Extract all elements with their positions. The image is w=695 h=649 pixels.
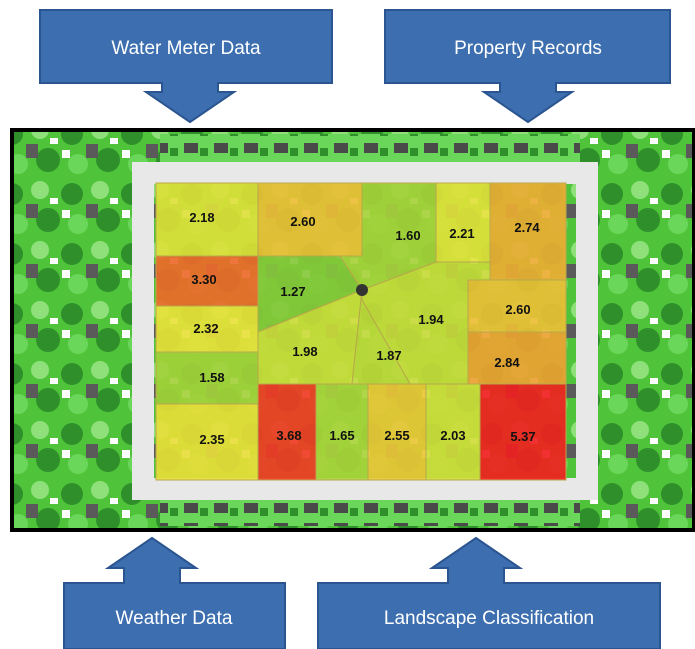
value-p20: 5.37	[510, 429, 535, 444]
parcel-p18	[367, 383, 427, 481]
parcel-values: 2.18 2.60 1.60 2.21 2.74 3.30 1.27 1.94 …	[189, 210, 540, 447]
value-p7: 1.27	[280, 284, 305, 299]
value-p3: 1.60	[395, 228, 420, 243]
parcel-p5	[489, 182, 567, 281]
landscape-callout-arrow	[317, 536, 661, 649]
property-records-callout-arrow	[384, 9, 671, 124]
input-weather: Weather Data	[63, 536, 286, 649]
water-meter-callout-arrow	[39, 9, 333, 124]
parcel-map	[155, 182, 567, 481]
parcel-p19	[425, 383, 481, 481]
parcel-p6	[155, 255, 259, 307]
property-records-label: Property Records	[454, 38, 602, 59]
value-p19: 2.03	[440, 428, 465, 443]
weather-label: Weather Data	[116, 608, 233, 629]
weather-callout-arrow	[63, 536, 286, 649]
value-p8: 1.94	[418, 312, 444, 327]
parcel-p20	[479, 383, 567, 481]
road-east	[576, 162, 598, 500]
input-water-meter: Water Meter Data	[39, 9, 333, 124]
parcel-p13	[467, 331, 567, 385]
value-p1: 2.18	[189, 210, 214, 225]
value-p6: 3.30	[191, 272, 216, 287]
parcel-p4	[435, 182, 491, 263]
road-west	[132, 162, 154, 500]
landscape-label: Landscape Classification	[384, 608, 594, 629]
water-meter-label: Water Meter Data	[111, 38, 261, 59]
value-p10: 2.32	[193, 321, 218, 336]
value-p16: 3.68	[276, 428, 301, 443]
houses-south	[160, 500, 580, 526]
value-p17: 1.65	[329, 428, 354, 443]
parcel-p16	[257, 383, 317, 481]
parcel-p10	[155, 305, 259, 353]
value-p12: 1.87	[376, 348, 401, 363]
input-landscape: Landscape Classification	[317, 536, 661, 649]
value-p4: 2.21	[449, 226, 474, 241]
parcel-p2	[257, 182, 363, 257]
input-property-records: Property Records	[384, 9, 671, 124]
value-p5: 2.74	[514, 220, 540, 235]
parcel-p1	[155, 182, 259, 257]
parcel-p15	[155, 403, 259, 481]
value-p18: 2.55	[384, 428, 409, 443]
value-p15: 2.35	[199, 432, 224, 447]
value-p9: 2.60	[505, 302, 530, 317]
road-north	[140, 162, 590, 184]
value-p14: 1.58	[199, 370, 224, 385]
parcel-p17	[315, 383, 369, 481]
road-south	[140, 478, 590, 500]
houses-north	[160, 134, 580, 162]
value-p11: 1.98	[292, 344, 317, 359]
cul-de-sac-marker	[356, 284, 368, 296]
value-p2: 2.60	[290, 214, 315, 229]
value-p13: 2.84	[494, 355, 520, 370]
